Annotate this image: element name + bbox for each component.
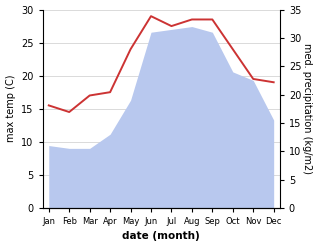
Y-axis label: max temp (C): max temp (C) xyxy=(5,75,16,143)
X-axis label: date (month): date (month) xyxy=(122,231,200,242)
Y-axis label: med. precipitation (kg/m2): med. precipitation (kg/m2) xyxy=(302,43,313,174)
